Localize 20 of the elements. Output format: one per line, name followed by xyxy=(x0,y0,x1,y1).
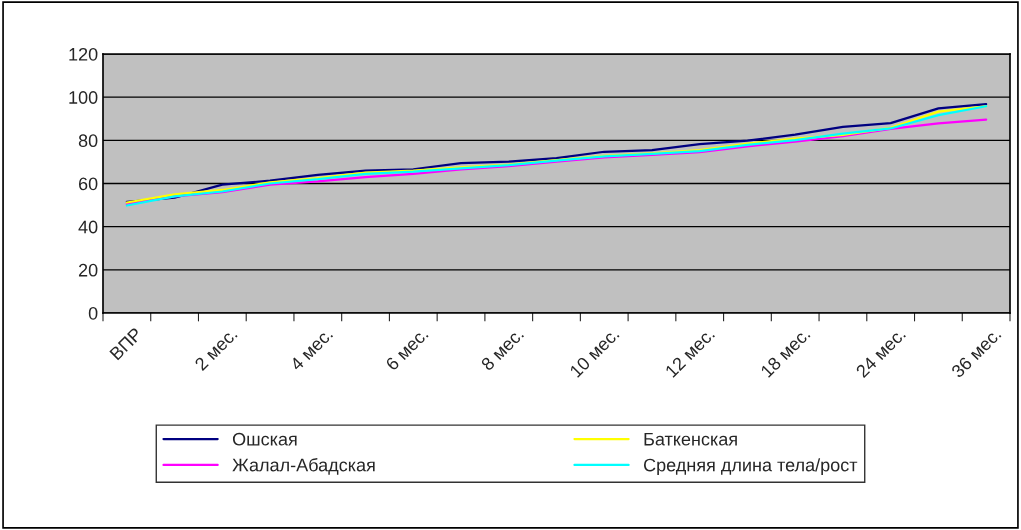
legend-label: Ошская xyxy=(232,432,297,446)
legend-label: Жалал-Абадская xyxy=(232,458,375,475)
y-tick-label: 20 xyxy=(78,263,98,277)
x-tick-label: 6 мес. xyxy=(384,327,429,372)
y-tick-label: 60 xyxy=(78,177,98,191)
x-tick-label: 36 мес. xyxy=(950,327,1002,379)
x-tick-label: 24 мес. xyxy=(855,327,907,379)
y-tick-label: 40 xyxy=(78,220,98,234)
y-tick-label: 80 xyxy=(78,134,98,148)
y-tick-label: 0 xyxy=(88,306,98,320)
x-tick-label: 8 мес. xyxy=(480,327,525,372)
y-tick-label: 100 xyxy=(69,91,98,104)
legend-label: Средняя длина тела/рост xyxy=(643,458,858,475)
x-tick-label: 4 мес. xyxy=(289,327,334,372)
legend-label: Баткенская xyxy=(644,432,737,446)
y-tick-label: 120 xyxy=(69,47,98,61)
x-tick-label: 12 мес. xyxy=(664,327,716,378)
x-tick-label: 10 мес. xyxy=(569,327,620,378)
x-tick-label: 18 мес. xyxy=(760,327,811,378)
x-tick-label: 2 мес. xyxy=(194,327,238,372)
